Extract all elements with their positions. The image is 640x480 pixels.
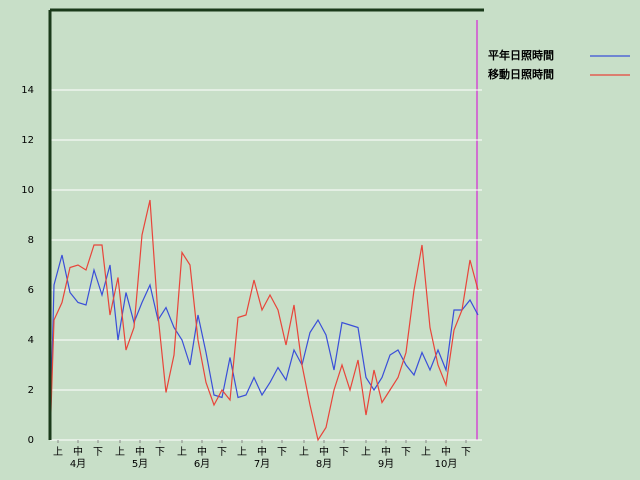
x-tick-label: 中 bbox=[381, 445, 391, 458]
x-tick-label: 下 bbox=[461, 447, 471, 458]
x-tick-label: 上 bbox=[115, 446, 125, 458]
y-tick-label: 0 bbox=[28, 435, 34, 446]
x-tick-label: 上 bbox=[361, 446, 371, 458]
y-tick-label: 12 bbox=[21, 135, 34, 146]
legend-label: 平年日照時間 bbox=[488, 48, 554, 62]
y-tick-label: 6 bbox=[28, 285, 34, 296]
x-tick-label: 中 bbox=[319, 445, 329, 458]
x-tick-label: 中 bbox=[135, 445, 145, 458]
month-label: 8月 bbox=[316, 458, 332, 470]
legend-label: 移動日照時間 bbox=[488, 67, 554, 81]
x-tick-label: 下 bbox=[277, 447, 287, 458]
y-tick-label: 4 bbox=[28, 335, 34, 346]
month-label: 4月 bbox=[70, 458, 86, 470]
month-label: 9月 bbox=[378, 458, 394, 470]
x-tick-label: 上 bbox=[53, 446, 63, 458]
y-tick-label: 10 bbox=[21, 185, 34, 196]
x-tick-label: 上 bbox=[299, 446, 309, 458]
y-tick-label: 8 bbox=[28, 235, 34, 246]
x-tick-label: 上 bbox=[421, 446, 431, 458]
x-tick-label: 上 bbox=[237, 446, 247, 458]
y-tick-label: 14 bbox=[21, 85, 34, 96]
series-line bbox=[49, 254, 479, 441]
month-label: 7月 bbox=[254, 458, 270, 470]
x-tick-label: 下 bbox=[339, 447, 349, 458]
x-tick-label: 下 bbox=[93, 447, 103, 458]
x-tick-label: 下 bbox=[217, 447, 227, 458]
x-tick-label: 下 bbox=[155, 447, 165, 458]
series-line bbox=[49, 199, 479, 442]
x-tick-label: 中 bbox=[73, 445, 83, 458]
x-tick-label: 上 bbox=[177, 446, 187, 458]
x-tick-label: 中 bbox=[197, 445, 207, 458]
x-tick-label: 下 bbox=[401, 447, 411, 458]
x-tick-label: 中 bbox=[441, 445, 451, 458]
month-label: 5月 bbox=[132, 458, 148, 470]
month-label: 10月 bbox=[435, 458, 458, 470]
month-label: 6月 bbox=[194, 458, 210, 470]
x-tick-label: 中 bbox=[257, 445, 267, 458]
y-tick-label: 2 bbox=[28, 385, 34, 396]
